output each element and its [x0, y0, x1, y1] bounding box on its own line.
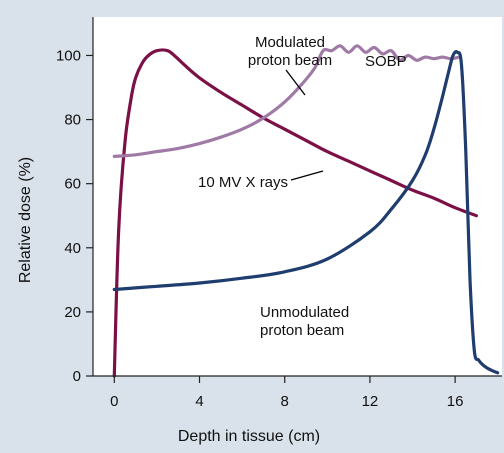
x-tick-label: 4	[195, 393, 203, 410]
tick-layer: 0 4 8 12 16 0 20 40 60 80 100	[56, 47, 464, 410]
modulated-label-line2: proton beam	[248, 52, 332, 69]
unmodulated-label-line2: proton beam	[260, 322, 344, 339]
xray-label-leader	[290, 170, 324, 181]
modulated-label-line1: Modulated	[255, 34, 325, 51]
sobp-label: SOBP	[365, 53, 407, 70]
x-tick-label: 12	[362, 393, 379, 410]
series-line-10-mv-x-rays	[112, 48, 478, 378]
y-axis-label: Relative dose (%)	[17, 157, 34, 283]
y-tick-label: 100	[56, 47, 81, 64]
unmodulated-label-line1: Unmodulated	[260, 304, 349, 321]
axis-layer	[92, 17, 502, 377]
annotation-layer: Modulated proton beam SOBP 10 MV X rays …	[198, 34, 407, 339]
y-tick-label: 0	[73, 368, 81, 385]
y-tick-label: 20	[64, 304, 81, 321]
y-tick-label: 60	[64, 176, 81, 193]
series-layer	[112, 44, 500, 378]
y-tick-label: 80	[64, 112, 81, 129]
series-line-unmodulated-proton-beam	[112, 50, 500, 375]
series-line-modulated-proton-beam	[112, 44, 461, 158]
x-tick-label: 8	[281, 393, 289, 410]
x-axis-label: Depth in tissue (cm)	[178, 428, 320, 445]
x-tick-label: 16	[447, 393, 464, 410]
modulated-label-leader	[285, 69, 306, 96]
x-tick-label: 0	[110, 393, 118, 410]
xray-label: 10 MV X rays	[198, 174, 288, 191]
y-tick-label: 40	[64, 240, 81, 257]
